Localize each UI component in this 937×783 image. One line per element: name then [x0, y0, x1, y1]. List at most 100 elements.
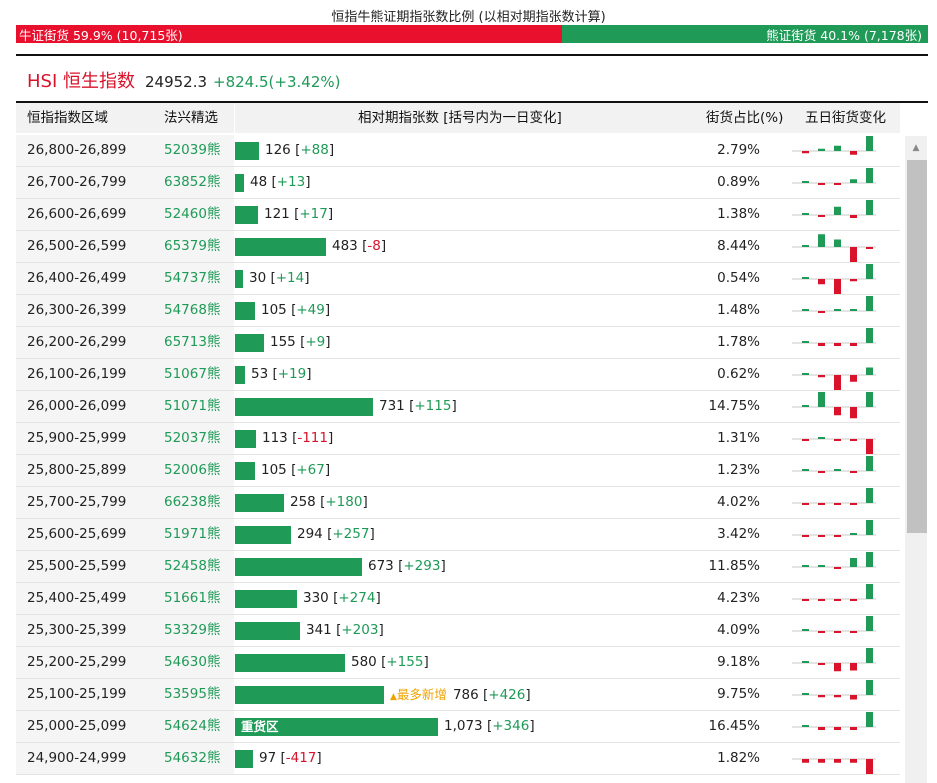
count-delta: +115 [414, 398, 452, 414]
index-summary: HSI 恒生指数 24952.3 +824.5(+3.42%) [27, 67, 340, 93]
five-day-sparkline [792, 200, 876, 218]
warrant-pick-link[interactable]: 51071熊 [164, 398, 221, 414]
count-delta: -8 [367, 238, 381, 254]
count-delta: -417 [285, 750, 317, 766]
count-number: 673 [368, 558, 394, 574]
sparkline-bar [834, 727, 841, 730]
count-number: 105 [261, 462, 287, 478]
warrant-pick-link[interactable]: 51067熊 [164, 366, 221, 382]
sparkline-bar [866, 520, 873, 535]
warrant-pick-link[interactable]: 54624熊 [164, 718, 221, 734]
warrant-pick-link[interactable]: 52460熊 [164, 206, 221, 222]
count-value: 1,073 [+346] [444, 718, 535, 734]
sparkline-bar [866, 584, 873, 599]
zone-cell [16, 551, 234, 582]
count-number: 97 [259, 750, 277, 766]
zone-cell [16, 519, 234, 550]
zone-cell [16, 423, 234, 454]
count-value: 330 [+274] [303, 590, 381, 606]
count-value: 113 [-111] [262, 430, 334, 446]
zone-cell [16, 359, 234, 390]
scroll-up-icon[interactable]: ▲ [912, 143, 920, 153]
most-new-flag: ▲最多新增 [390, 687, 447, 702]
count-value: 48 [+13] [250, 174, 311, 190]
share-pct: 4.23% [717, 590, 760, 606]
table-row: 26,500-26,599 65379熊 483 [-8] 8.44% [16, 231, 900, 263]
table-row: 25,500-25,599 52458熊 673 [+293] 11.85% [16, 551, 900, 583]
zone-cell [16, 647, 234, 678]
zone-range: 26,200-26,299 [27, 334, 127, 350]
five-day-sparkline [792, 136, 876, 155]
warrant-pick-link[interactable]: 54737熊 [164, 270, 221, 286]
five-day-sparkline [792, 456, 876, 473]
sparkline-bar [866, 680, 873, 695]
sparkline-bar [802, 503, 809, 505]
count-number: 155 [270, 334, 296, 350]
table-row: 26,600-26,699 52460熊 121 [+17] 1.38% [16, 199, 900, 231]
count-number: 126 [265, 142, 291, 158]
sparkline-bar [802, 759, 809, 763]
header-zone: 恒指指数区域 [27, 110, 108, 126]
warrant-pick-link[interactable]: 53329熊 [164, 622, 221, 638]
sparkline-bar [850, 343, 857, 346]
sparkline-bar [802, 439, 809, 441]
count-delta: -111 [297, 430, 328, 446]
sparkline-bar [866, 759, 873, 774]
count-bar [235, 334, 264, 352]
share-pct: 2.79% [717, 142, 760, 158]
warrant-pick-link[interactable]: 52006熊 [164, 462, 221, 478]
zone-range: 25,800-25,899 [27, 462, 127, 478]
warrant-pick-link[interactable]: 54632熊 [164, 750, 221, 766]
warrant-pick-link[interactable]: 54630熊 [164, 654, 221, 670]
warrant-pick-link[interactable]: 65379熊 [164, 238, 221, 254]
sparkline-bar [802, 181, 809, 183]
sparkline-bar [866, 247, 873, 249]
count-delta: +49 [296, 302, 325, 318]
warrant-pick-link[interactable]: 66238熊 [164, 494, 221, 510]
index-name[interactable]: HSI 恒生指数 [27, 71, 135, 92]
warrant-pick-link[interactable]: 52039熊 [164, 142, 221, 158]
count-bar [235, 526, 291, 544]
sparkline-bar [866, 296, 873, 311]
table-header: 恒指指数区域 法兴精选 相对期指张数 [括号内为一日变化] 街货占比(%) 五日… [16, 103, 900, 133]
sparkline-bar [818, 148, 825, 151]
sparkline-bar [818, 392, 825, 407]
zone-range: 26,100-26,199 [27, 366, 127, 382]
sparkline-bar [802, 151, 809, 154]
table-row: 26,100-26,199 51067熊 53 [+19] 0.62% [16, 359, 900, 391]
scrollbar-thumb[interactable] [907, 160, 927, 533]
sparkline-bar [866, 616, 873, 631]
sparkline-bar [818, 343, 825, 346]
count-number: 580 [351, 654, 377, 670]
zone-range: 26,500-26,599 [27, 238, 127, 254]
warrant-pick-link[interactable]: 52037熊 [164, 430, 221, 446]
table-row: 26,700-26,799 63852熊 48 [+13] 0.89% [16, 167, 900, 199]
count-delta: +14 [275, 270, 305, 286]
warrant-pick-link[interactable]: 52458熊 [164, 558, 221, 574]
sparkline-bar [866, 392, 873, 407]
count-bar [235, 654, 345, 672]
count-bar [235, 558, 362, 576]
sparkline-bar [850, 179, 857, 183]
warrant-pick-link[interactable]: 54768熊 [164, 302, 221, 318]
share-pct: 1.48% [717, 302, 760, 318]
sparkline-bar [834, 343, 841, 346]
count-number: 341 [306, 622, 332, 638]
sparkline-bar [866, 712, 873, 727]
zone-cell [16, 199, 234, 230]
warrant-pick-link[interactable]: 51661熊 [164, 590, 221, 606]
share-pct: 16.45% [708, 718, 760, 734]
count-number: 731 [379, 398, 405, 414]
sparkline-bar [866, 456, 873, 471]
count-value: 155 [+9] [270, 334, 331, 350]
warrant-pick-link[interactable]: 63852熊 [164, 174, 221, 190]
count-delta: +88 [300, 142, 329, 158]
warrant-pick-link[interactable]: 65713熊 [164, 334, 221, 350]
warrant-pick-link[interactable]: 51971熊 [164, 526, 221, 542]
five-day-sparkline [792, 520, 876, 537]
warrant-pick-link[interactable]: 53595熊 [164, 686, 221, 702]
sparkline-bar [834, 407, 841, 416]
count-number: 786 [452, 687, 479, 703]
count-number: 53 [251, 366, 269, 382]
sparkline-bar [818, 183, 825, 185]
